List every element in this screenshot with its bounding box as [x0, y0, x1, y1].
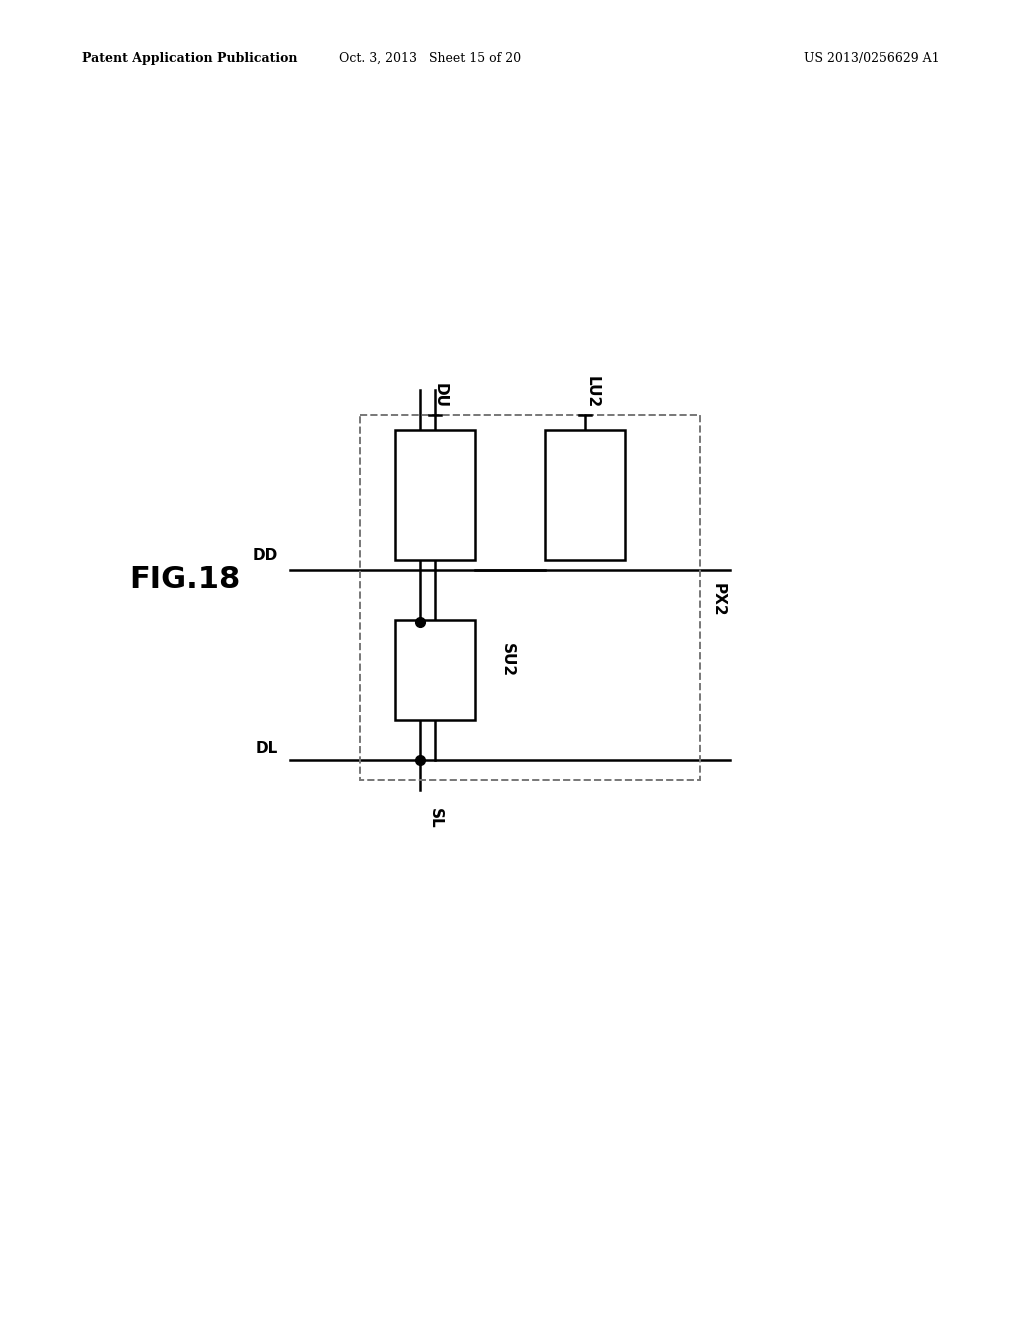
Text: DD: DD	[253, 548, 278, 564]
Bar	[360, 414, 700, 780]
Text: DL: DL	[256, 741, 278, 756]
Text: Patent Application Publication: Patent Application Publication	[82, 51, 298, 65]
Text: US 2013/0256629 A1: US 2013/0256629 A1	[805, 51, 940, 65]
Text: SU2: SU2	[500, 643, 515, 677]
Text: FIG.18: FIG.18	[129, 565, 241, 594]
Text: PX2: PX2	[711, 583, 725, 616]
Bar	[545, 430, 625, 560]
Text: SL: SL	[427, 808, 442, 829]
Text: LU2: LU2	[585, 376, 599, 408]
Bar	[395, 620, 475, 719]
Text: DU: DU	[432, 383, 447, 408]
Bar	[395, 430, 475, 560]
Text: Oct. 3, 2013   Sheet 15 of 20: Oct. 3, 2013 Sheet 15 of 20	[339, 51, 521, 65]
